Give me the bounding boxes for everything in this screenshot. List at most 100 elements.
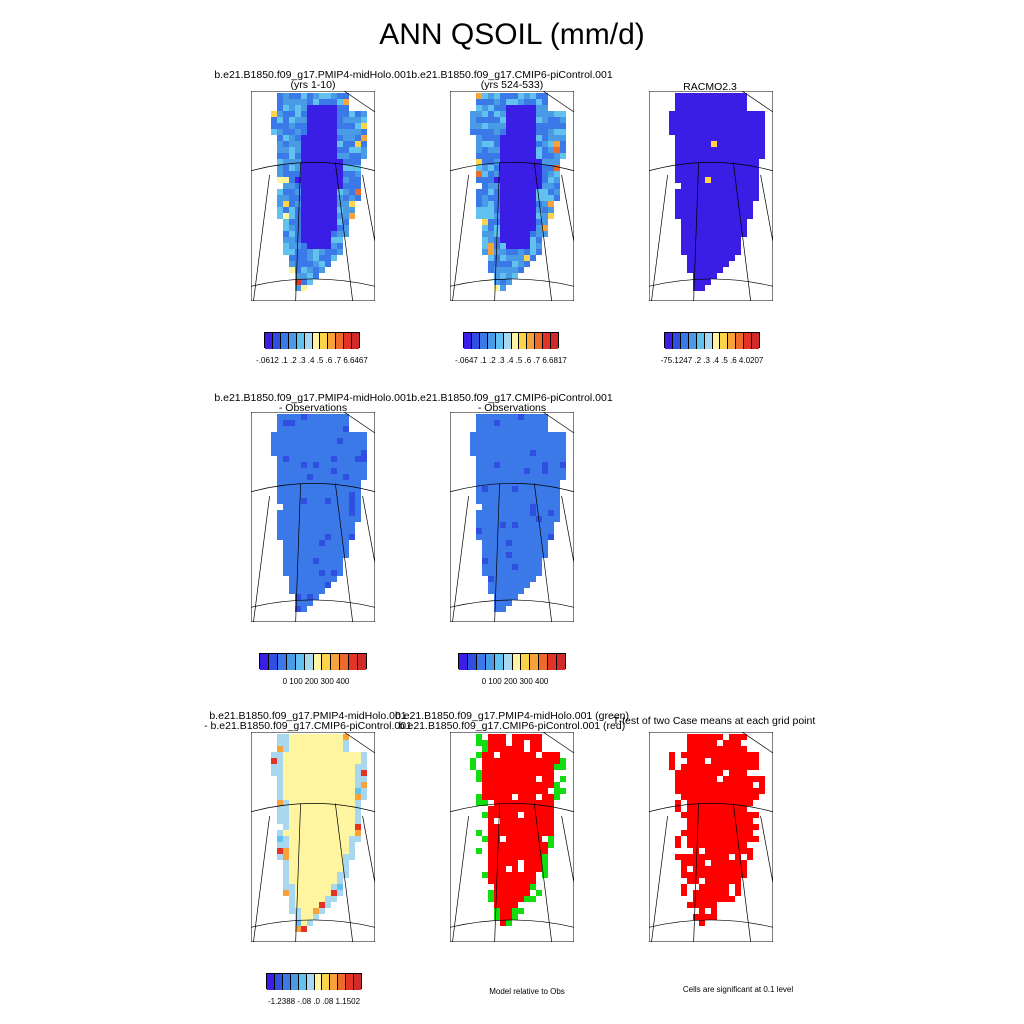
grid-cell: [494, 261, 500, 267]
grid-cell: [301, 540, 307, 546]
grid-cell: [548, 159, 554, 165]
grid-cell: [542, 758, 548, 764]
grid-cell: [289, 249, 295, 255]
grid-cell: [512, 249, 518, 255]
grid-cell: [319, 564, 325, 570]
grid-cell: [482, 764, 488, 770]
grid-cell: [307, 99, 313, 105]
grid-cell: [753, 782, 759, 788]
grid-cell: [548, 486, 554, 492]
grid-cell: [349, 770, 355, 776]
grid-cell: [319, 111, 325, 117]
grid-cell: [337, 129, 343, 135]
grid-cell: [542, 426, 548, 432]
grid-cell: [488, 588, 494, 594]
grid-cell: [518, 450, 524, 456]
grid-cell: [295, 141, 301, 147]
grid-cell: [283, 878, 289, 884]
grid-cell: [500, 219, 506, 225]
grid-cell: [470, 432, 476, 438]
grid-cell: [319, 255, 325, 261]
grid-cell: [494, 93, 500, 99]
grid-cell: [307, 153, 313, 159]
grid-cell: [494, 426, 500, 432]
grid-cell: [717, 878, 723, 884]
grid-cell: [693, 800, 699, 806]
grid-cell: [295, 195, 301, 201]
grid-cell: [693, 147, 699, 153]
grid-cell: [313, 414, 319, 420]
grid-cell: [524, 872, 530, 878]
grid-cell: [711, 159, 717, 165]
grid-cell: [687, 776, 693, 782]
grid-cell: [307, 165, 313, 171]
grid-cell: [331, 752, 337, 758]
grid-cell: [494, 444, 500, 450]
grid-cell: [530, 231, 536, 237]
grid-cell: [687, 752, 693, 758]
grid-cell: [536, 764, 542, 770]
grid-cell: [536, 878, 542, 884]
grid-cell: [301, 528, 307, 534]
grid-cell: [524, 830, 530, 836]
grid-cell: [271, 770, 277, 776]
grid-cell: [753, 776, 759, 782]
grid-cell: [536, 800, 542, 806]
grid-cell: [307, 159, 313, 165]
grid-cell: [355, 135, 361, 141]
graticule-line: [343, 412, 375, 434]
grid-cell: [331, 546, 337, 552]
grid-cell: [711, 854, 717, 860]
grid-cell: [524, 123, 530, 129]
grid-cell: [307, 249, 313, 255]
grid-cell: [548, 504, 554, 510]
grid-cell: [283, 800, 289, 806]
grid-cell: [343, 438, 349, 444]
grid-cell: [277, 414, 283, 420]
grid-cell: [283, 558, 289, 564]
grid-cell: [307, 818, 313, 824]
grid-cell: [512, 752, 518, 758]
grid-cell: [753, 177, 759, 183]
grid-cell: [753, 806, 759, 812]
grid-cell: [283, 426, 289, 432]
grid-cell: [283, 468, 289, 474]
grid-cell: [500, 498, 506, 504]
grid-cell: [735, 237, 741, 243]
colorbar-swatch: [344, 333, 353, 349]
grid-cell: [307, 902, 313, 908]
grid-cell: [518, 129, 524, 135]
grid-cell: [488, 213, 494, 219]
grid-cell: [331, 806, 337, 812]
grid-cell: [301, 758, 307, 764]
grid-cell: [711, 878, 717, 884]
grid-cell: [325, 896, 331, 902]
grid-cell: [319, 818, 325, 824]
grid-cell: [307, 878, 313, 884]
grid-cell: [747, 830, 753, 836]
grid-cell: [536, 177, 542, 183]
grid-cell: [277, 207, 283, 213]
grid-cell: [295, 588, 301, 594]
grid-cell: [753, 123, 759, 129]
grid-cell: [319, 171, 325, 177]
grid-cell: [711, 267, 717, 273]
grid-cell: [512, 854, 518, 860]
grid-cell: [500, 111, 506, 117]
grid-cell: [717, 806, 723, 812]
grid-cell: [277, 213, 283, 219]
grid-cell: [301, 848, 307, 854]
grid-cell: [476, 474, 482, 480]
grid-cell: [705, 261, 711, 267]
grid-cell: [536, 183, 542, 189]
grid-cell: [301, 279, 307, 285]
grid-cell: [530, 225, 536, 231]
grid-cell: [705, 884, 711, 890]
grid-cell: [488, 872, 494, 878]
grid-cell: [283, 516, 289, 522]
grid-cell: [747, 111, 753, 117]
grid-cell: [723, 902, 729, 908]
grid-cell: [325, 528, 331, 534]
grid-cell: [361, 764, 367, 770]
grid-cell: [524, 884, 530, 890]
